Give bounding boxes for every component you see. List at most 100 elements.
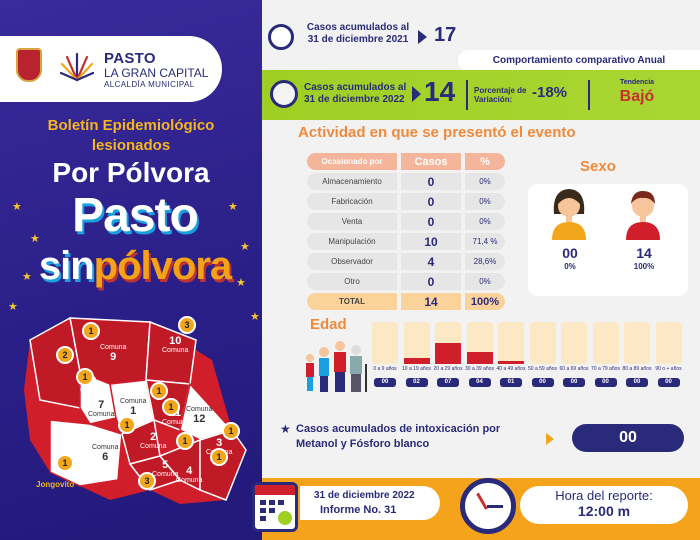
stopwatch-icon: [270, 80, 298, 108]
map-pin: 1: [118, 416, 136, 434]
map-pin: 3: [138, 472, 156, 490]
edad-value: 00: [563, 378, 585, 387]
crest-icon: [16, 48, 42, 82]
edad-label: 10 a 19 años: [402, 366, 431, 372]
polvora-word: pólvora: [93, 244, 232, 288]
hora-label: Hora del reporte:: [555, 488, 653, 503]
edad-label: 40 a 49 años: [496, 366, 526, 372]
divider: [466, 80, 468, 110]
comuna-1-label: Comuna 1: [120, 398, 147, 417]
tendencia-value: Bajó: [619, 88, 655, 105]
family-icon: [306, 341, 367, 392]
edad-value: 00: [626, 378, 648, 387]
metanol-value: 00: [572, 424, 684, 452]
map-pin: 2: [56, 346, 74, 364]
map-pin: 3: [178, 316, 196, 334]
por-polvora-title: Por Pólvora: [52, 157, 210, 188]
table-row: Venta 0 0%: [307, 213, 505, 230]
edad-value: 00: [374, 378, 396, 387]
male-avatar-icon: [626, 191, 660, 240]
total-pct: 100%: [461, 293, 505, 310]
edad-value: 02: [405, 378, 428, 387]
date-box: 31 de diciembre 2022 Informe No. 31: [300, 486, 440, 520]
sin-word: sin: [38, 244, 95, 288]
edad-value: 07: [437, 378, 459, 387]
edad-bar: [498, 322, 524, 364]
actividad-title: Actividad en que se presentó el evento: [298, 124, 576, 141]
logo-alcaldia: ALCALDÍA MUNICIPAL: [104, 80, 195, 89]
row-name: Venta: [307, 213, 397, 230]
edad-bar-fill: [403, 358, 430, 364]
row-name: Almacenamiento: [307, 173, 397, 190]
comuna-8-label: 8 Comuna: [80, 375, 107, 395]
female-pct: 0%: [564, 262, 576, 271]
edad-value: 00: [531, 378, 554, 387]
male-value: 14: [636, 245, 652, 261]
edad-bar: [624, 322, 650, 364]
clock-icon: [460, 478, 516, 534]
comuna-12-label: Comuna 12: [186, 406, 213, 425]
edad-bar: [561, 322, 587, 364]
total-row: TOTAL 14 100%: [307, 293, 505, 310]
row-casos: 0: [397, 213, 461, 230]
map-pin: 1: [222, 422, 240, 440]
comuna-6-label: Comuna 6: [92, 444, 119, 463]
hora-value: 12:00 m: [577, 503, 631, 519]
arrow-right-icon: [412, 86, 421, 102]
edad-bar-fill: [498, 361, 524, 364]
edad-label: 50 a 59 años: [528, 366, 557, 372]
acum-2021-label: Casos acumulados al 31 de diciembre 2021: [306, 22, 410, 45]
edad-label: 90 o + años: [655, 366, 682, 372]
sexo-title: Sexo: [580, 158, 616, 175]
comuna-9-label: Comuna 9: [100, 344, 127, 363]
acum-2022-label: Casos acumulados al 31 de diciembre 2022: [304, 82, 407, 105]
edad-label: 20 a 29 años: [433, 366, 463, 372]
total-name: TOTAL: [307, 293, 397, 310]
row-casos: 4: [397, 253, 461, 270]
row-casos: 0: [397, 193, 461, 210]
header-ocasionado: Ocasionado por: [307, 153, 397, 170]
acum-2022-value: 14: [424, 76, 456, 107]
acum-2021-banner: Casos acumulados al 31 de diciembre 2021…: [262, 18, 700, 58]
comuna-5-label: 5 Comuna: [152, 459, 179, 479]
pasto-word: Pasto: [72, 189, 199, 242]
row-name: Fabricación: [307, 193, 397, 210]
total-casos: 14: [397, 293, 461, 310]
header-casos: Casos: [397, 153, 461, 170]
row-name: Manipulación: [307, 233, 397, 250]
map-pin: 1: [176, 432, 194, 450]
comuna-10-label: 10 Comuna: [162, 335, 189, 355]
comuna-4-label: 4 Comuna: [176, 465, 203, 485]
table-row: Otro 0 0%: [307, 273, 505, 290]
logo-pasto: PASTO: [104, 50, 156, 67]
hora-box: Hora del reporte: 12:00 m: [520, 486, 688, 524]
comuna-2-label: 2 Comuna: [140, 431, 167, 451]
female-value: 00: [562, 245, 578, 261]
edad-bar-fill: [466, 351, 493, 364]
row-pct: 0%: [461, 193, 505, 210]
sin-polvora-word: sinpólvora: [30, 244, 240, 289]
report-date: 31 de diciembre 2022: [314, 490, 415, 501]
row-pct: 71,4 %: [461, 233, 505, 250]
calendar-icon: [252, 482, 298, 532]
logo-sun-icon: [60, 52, 94, 82]
row-pct: 28,6%: [461, 253, 505, 270]
porcentaje-label: Porcentaje de Variación:: [474, 86, 527, 104]
edad-label: 80 a 89 años: [622, 366, 652, 372]
tendencia-label: Tendencia: [619, 79, 655, 86]
edad-bar: [655, 322, 682, 364]
metanol-label: Casos acumulados de intoxicación por Met…: [296, 423, 501, 450]
edad-bar: [435, 322, 461, 364]
star-icon: ★: [280, 422, 291, 436]
row-casos: 10: [397, 233, 461, 250]
edad-bar: [403, 322, 430, 364]
edad-label: 60 a 69 años: [559, 366, 589, 372]
edad-label: 0 a 9 años: [373, 366, 397, 372]
edad-label: 70 a 79 años: [591, 366, 620, 372]
edad-bar: [592, 322, 619, 364]
row-name: Otro: [307, 273, 397, 290]
comuna-7-label: 7 Comuna: [88, 399, 115, 419]
header-pct: %: [461, 153, 505, 170]
edad-value: 00: [594, 378, 617, 387]
boletin-title: Boletín Epidemiológico lesionados: [47, 117, 215, 154]
